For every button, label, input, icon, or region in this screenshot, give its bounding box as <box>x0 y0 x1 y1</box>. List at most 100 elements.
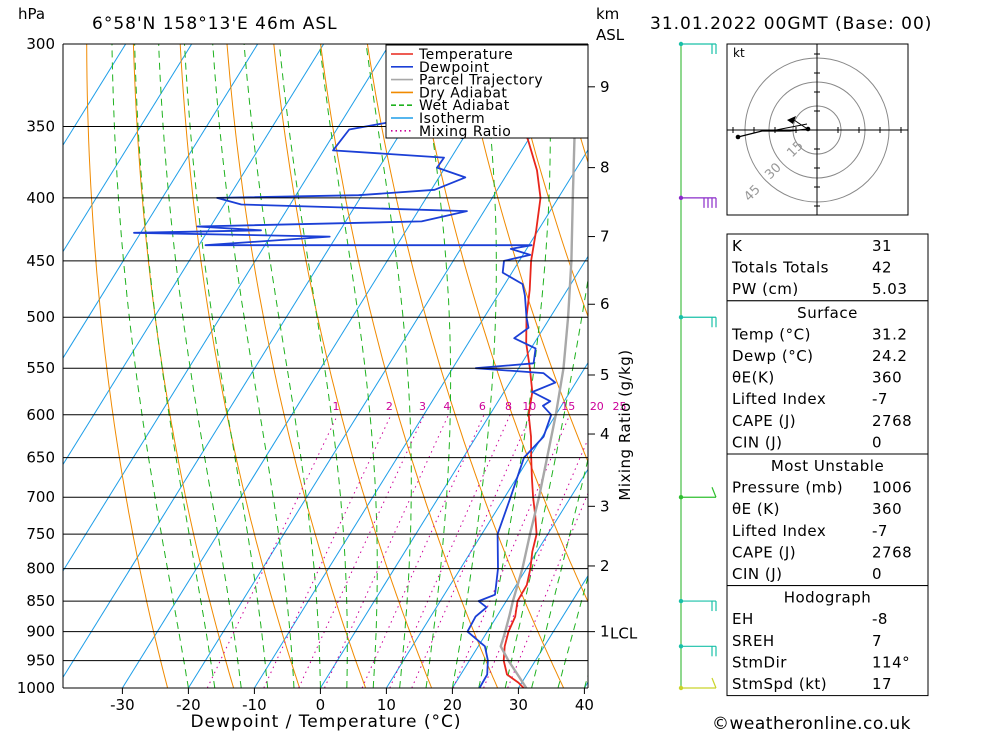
wind-barbs <box>678 41 717 691</box>
pressure-tick-label: 550 <box>26 359 55 377</box>
indices-label: StmDir <box>732 653 787 671</box>
wet-adiabat-line <box>134 44 216 689</box>
indices-label: EH <box>732 610 754 628</box>
km-tick-label: 2 <box>600 557 610 575</box>
pressure-tick-label: 300 <box>26 35 55 53</box>
indices-value: 31 <box>872 237 892 255</box>
mixing-ratio-line <box>206 414 339 689</box>
indices-label: StmSpd (kt) <box>732 675 827 693</box>
dry-adiabat-line <box>86 44 169 689</box>
storm-motion-line <box>793 119 807 129</box>
dry-adiabat-line <box>132 44 235 689</box>
indices-value: 2768 <box>872 543 912 561</box>
x-tick-label: -20 <box>176 696 201 714</box>
indices-label: CAPE (J) <box>732 412 796 430</box>
indices-label: θE(K) <box>732 369 775 387</box>
indices-value: 0 <box>872 565 882 583</box>
pressure-tick-label: 400 <box>26 189 55 207</box>
legend-label: Dewpoint <box>419 60 490 76</box>
legend-label: Isotherm <box>419 111 485 127</box>
indices-label: Pressure (mb) <box>732 479 843 497</box>
indices-value: 1006 <box>872 479 912 497</box>
legend-label: Parcel Trajectory <box>419 73 543 89</box>
isotherm-line <box>63 44 193 253</box>
indices-box <box>726 233 929 302</box>
km-tick-label: 7 <box>600 228 610 246</box>
isotherm-line <box>63 44 325 466</box>
lcl-label: LCL <box>610 624 638 642</box>
legend-label: Temperature <box>418 47 513 63</box>
pressure-tick-label: 850 <box>26 592 55 610</box>
indices-box-title: Surface <box>797 304 858 322</box>
wet-adiabat-line <box>451 44 497 689</box>
indices-box-title: Hodograph <box>784 589 872 607</box>
indices-value: -8 <box>872 610 888 628</box>
pressure-tick-label: 600 <box>26 406 55 424</box>
mixing-ratio-line <box>361 414 485 689</box>
wind-barb <box>678 598 717 612</box>
pressure-tick-label: 950 <box>26 652 55 670</box>
x-tick-label: 20 <box>443 696 462 714</box>
mixing-ratio-line <box>507 492 588 689</box>
indices-label: K <box>732 237 743 255</box>
km-tick-label: 1 <box>600 623 610 641</box>
isotherm-line <box>63 44 457 679</box>
indices-value: -7 <box>872 390 888 408</box>
indices-box-title: Most Unstable <box>771 457 884 475</box>
mixing-ratio-label: 8 <box>505 400 512 413</box>
hpa-unit-label: hPa <box>18 5 45 23</box>
mixing-ratio-label: 15 <box>561 400 575 413</box>
indices-value: 24.2 <box>872 347 907 365</box>
wet-adiabat-line <box>319 44 378 689</box>
indices-label: Lifted Index <box>732 522 826 540</box>
mixing-ratio-label: 20 <box>590 400 604 413</box>
km-tick-label: 6 <box>600 295 610 313</box>
indices-table: K 31 Totals Totals 42 PW (cm) 5.03 Surface Temp… <box>726 233 929 697</box>
pressure-tick-label: 1000 <box>17 679 55 697</box>
mixing-ratio-label: 4 <box>443 400 450 413</box>
dry-adiabat-line <box>929 44 1000 688</box>
indices-label: θE (K) <box>732 500 780 518</box>
storm-motion-arrow <box>787 116 796 124</box>
dry-adiabat-line <box>976 44 1000 688</box>
wet-adiabat-line <box>278 44 348 689</box>
pressure-tick-label: 750 <box>26 525 55 543</box>
wet-adiabat-line <box>184 44 269 689</box>
parcel-trajectory-line <box>499 44 577 689</box>
mixing-ratio-label: 1 <box>332 400 339 413</box>
isotherm-line <box>319 255 588 689</box>
hodograph-trace <box>737 128 809 138</box>
indices-value: 17 <box>872 675 892 693</box>
isotherm-line <box>253 148 588 689</box>
pressure-tick-label: 350 <box>26 117 55 135</box>
dry-adiabat-line <box>320 44 499 689</box>
indices-value: 360 <box>872 500 902 518</box>
isotherm-line <box>385 361 588 689</box>
km-unit-label: km <box>596 5 619 23</box>
dry-adiabat-line <box>507 44 588 318</box>
asl-unit-label: ASL <box>596 26 625 44</box>
indices-label: SREH <box>732 632 775 650</box>
indices-value: 31.2 <box>872 325 907 343</box>
wind-barb <box>678 486 717 500</box>
mixing-ratio-lines <box>206 414 588 689</box>
wind-barb-flag <box>711 677 717 689</box>
indices-label: Totals Totals <box>731 259 829 277</box>
mixing-ratio-line <box>411 414 532 689</box>
x-tick-label: 40 <box>575 696 594 714</box>
x-tick-label: 0 <box>316 696 326 714</box>
right-axis-title: Mixing Ratio (g/kg) <box>616 349 634 500</box>
pressure-tick-label: 450 <box>26 252 55 270</box>
x-tick-label: -30 <box>110 696 135 714</box>
wet-adiabat-line <box>212 44 295 689</box>
mixing-ratio-line <box>263 414 392 689</box>
hodograph-point <box>735 134 741 140</box>
mixing-ratio-label: 2 <box>386 400 393 413</box>
hodograph-point <box>805 126 811 132</box>
wind-barb-flag <box>711 486 717 498</box>
temperature-line <box>497 44 542 689</box>
mixing-ratio-label: 6 <box>479 400 486 413</box>
hodograph-unit: kt <box>733 46 745 60</box>
indices-value: -7 <box>872 522 888 540</box>
